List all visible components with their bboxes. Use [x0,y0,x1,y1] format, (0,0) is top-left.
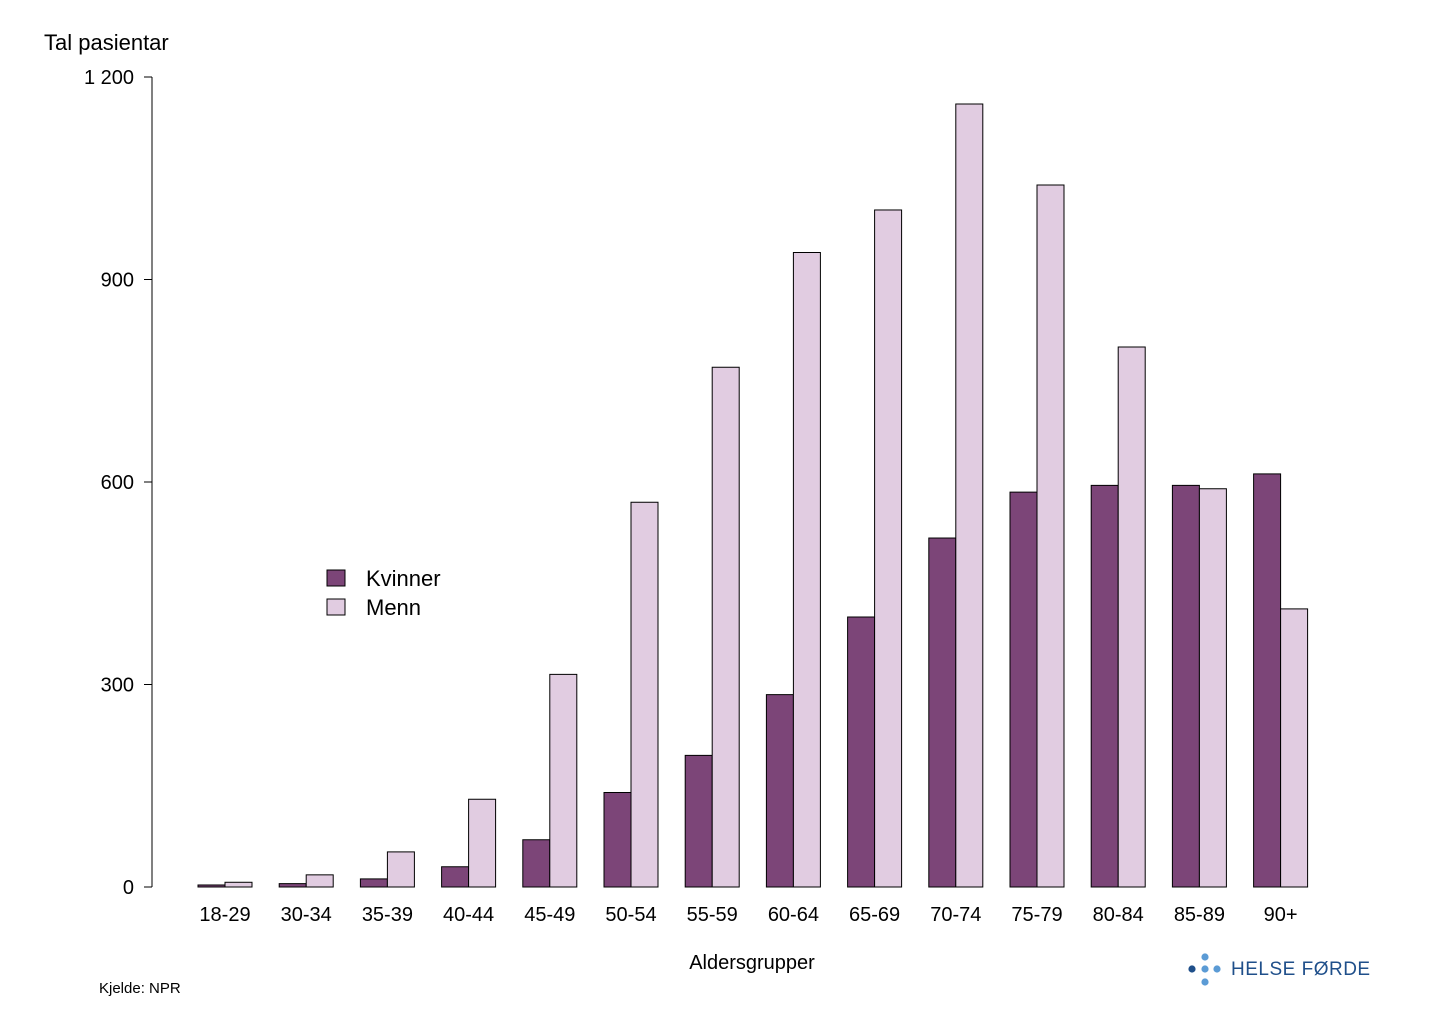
legend: Kvinner Menn [326,566,441,620]
x-tick-label: 18-29 [199,904,250,926]
x-tick-label: 60-64 [768,904,819,926]
x-tick-labels: 18-29 30-34 35-39 40-44 45-49 50-54 55-59 60-64… [199,904,1297,926]
bar-menn-50-54 [630,501,659,888]
source-note: Kjelde: NPR [99,980,181,997]
y-tick-label: 900 [101,270,134,292]
bar-menn-45-49 [549,673,578,888]
y-tick-label: 0 [123,877,134,899]
x-tick-label: 80-84 [1093,904,1144,926]
x-tick-label: 70-74 [930,904,981,926]
helse-forde-logo: HELSE FØRDE [1188,953,1371,986]
bar-kvinner-50-54 [603,792,632,888]
x-tick-label: 30-34 [281,904,332,926]
x-tick-label: 35-39 [362,904,413,926]
bar-menn-60-64 [792,252,821,888]
x-tick-label: 40-44 [443,904,494,926]
x-tick-label: 85-89 [1174,904,1225,926]
x-tick-label: 90+ [1264,904,1298,926]
bar-kvinner-75-79 [1009,491,1038,888]
bar-menn-40-44 [468,798,497,888]
bar-menn-70-74 [955,103,984,888]
legend-label-kvinner: Kvinner [366,566,441,591]
legend-swatch-menn [326,598,346,616]
y-tick-label: 300 [101,675,134,697]
bar-kvinner-35-39 [359,878,388,888]
logo-text: HELSE FØRDE [1231,959,1371,980]
bar-kvinner-65-69 [847,616,876,888]
bar-menn-18-29 [224,881,253,888]
x-tick-label: 45-49 [524,904,575,926]
bar-kvinner-70-74 [928,537,957,888]
y-tick-label: 600 [101,472,134,494]
bar-kvinner-60-64 [765,694,794,888]
bar-menn-75-79 [1036,184,1065,888]
y-axis: 0 300 600 900 1 200 [84,67,153,899]
x-tick-label: 65-69 [849,904,900,926]
legend-swatch-kvinner [326,569,346,587]
bar-kvinner-85-89 [1171,484,1200,888]
y-tick-label: 1 200 [84,67,134,89]
bars-group [197,103,1309,888]
x-tick-label: 55-59 [687,904,738,926]
x-axis-title: Aldersgrupper [689,952,815,974]
bar-menn-90+ [1280,608,1309,888]
bar-kvinner-80-84 [1090,484,1119,888]
bar-kvinner-30-34 [278,883,307,888]
logo-dots-icon [1188,953,1221,986]
bar-menn-80-84 [1117,346,1146,888]
bar-menn-55-59 [711,366,740,888]
legend-label-menn: Menn [366,595,421,620]
y-axis-title: Tal pasientar [44,30,169,55]
bar-menn-35-39 [386,851,415,888]
bar-kvinner-90+ [1253,473,1282,888]
x-tick-label: 50-54 [605,904,656,926]
bar-kvinner-40-44 [441,866,470,888]
bar-menn-30-34 [305,874,334,888]
bar-kvinner-55-59 [684,754,713,888]
bar-kvinner-18-29 [197,884,226,888]
bar-menn-65-69 [874,209,903,888]
x-tick-label: 75-79 [1011,904,1062,926]
bar-kvinner-45-49 [522,839,551,888]
bar-menn-85-89 [1198,488,1227,888]
